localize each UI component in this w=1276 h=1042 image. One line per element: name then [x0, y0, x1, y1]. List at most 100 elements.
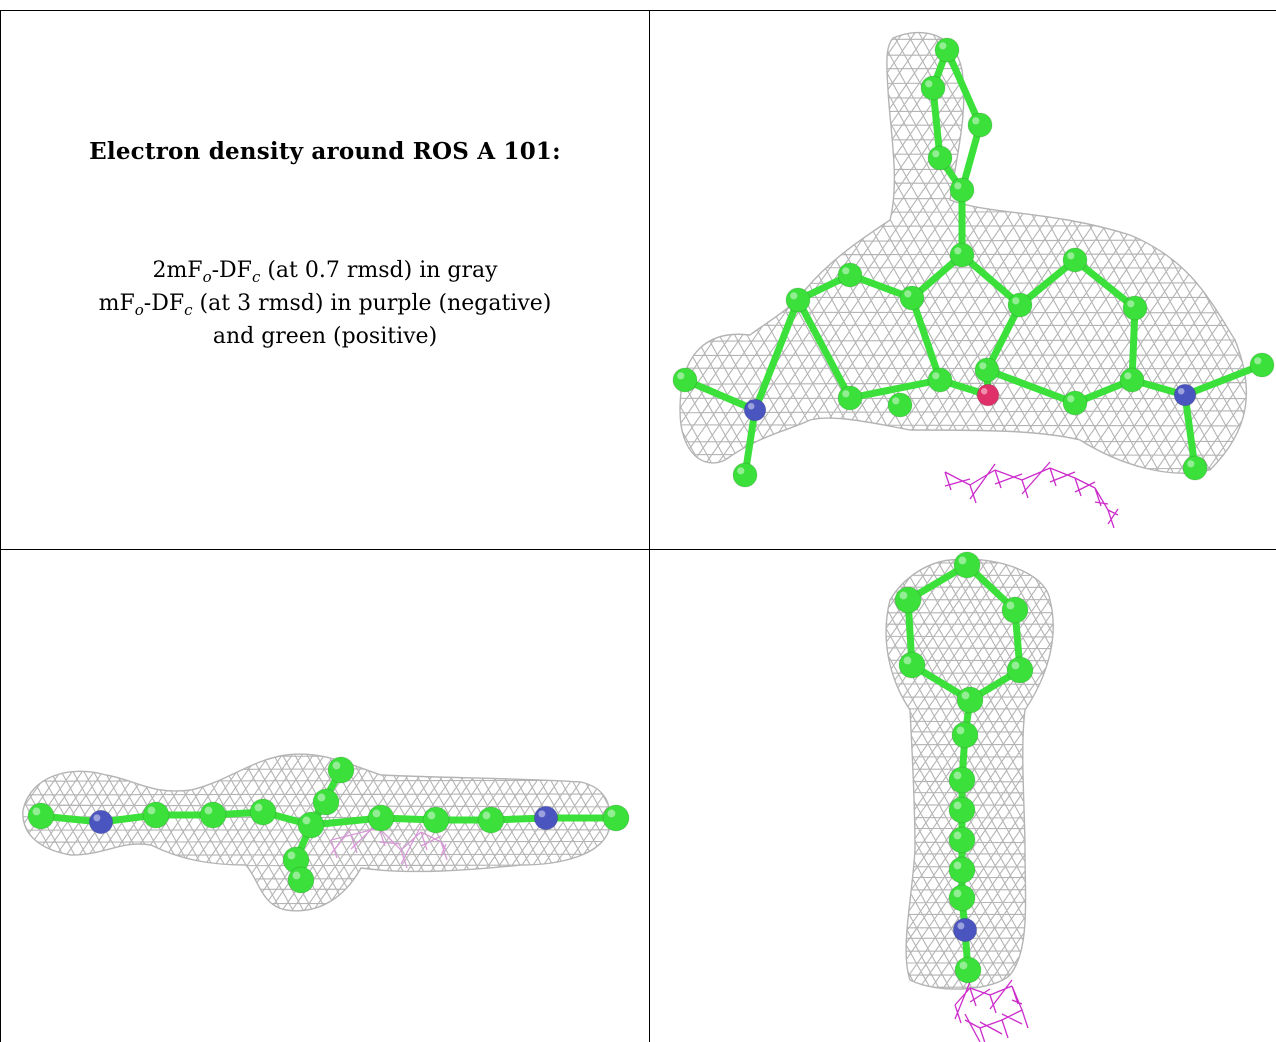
atom-highlight	[953, 889, 962, 898]
carbon-atom	[927, 367, 953, 393]
atom-highlight	[737, 467, 745, 475]
nitrogen-atom	[1173, 383, 1197, 407]
carbon-atom	[934, 37, 960, 63]
bond	[846, 376, 944, 402]
gray-density-mesh	[22, 754, 611, 911]
negative-density-mesh-faint	[330, 821, 448, 869]
atom-highlight	[427, 811, 436, 820]
bond	[983, 366, 1079, 407]
negative-density-mesh	[954, 979, 1029, 1042]
carbon-atom	[949, 242, 975, 268]
legend-line-2fo-fc: 2mFo-DFc (at 0.7 rmsd) in gray	[152, 258, 498, 286]
carbon-atom	[948, 766, 976, 794]
atom-highlight	[302, 816, 311, 825]
carbon-atom	[1119, 367, 1145, 393]
gray-density-mesh-outline	[22, 753, 611, 912]
carbon-atom	[1062, 390, 1088, 416]
atom-highlight	[1124, 372, 1132, 380]
carbon-atom	[920, 75, 946, 101]
view-front	[650, 10, 1276, 549]
atom-highlight	[1127, 300, 1135, 308]
gray-density-mesh-outline	[679, 31, 1248, 474]
atom-highlight	[956, 726, 965, 735]
grid-line-left	[0, 10, 1, 1042]
carbon-atom	[142, 801, 170, 829]
atom-highlight	[254, 803, 263, 812]
ligand-front-view	[672, 31, 1275, 529]
carbon-atom	[477, 806, 505, 834]
nitrogen-atom	[533, 805, 559, 831]
carbon-atom	[422, 806, 450, 834]
atom-highlight	[904, 290, 912, 298]
carbon-atom	[287, 866, 315, 894]
carbon-atom	[602, 804, 630, 832]
atom-highlight	[317, 793, 326, 802]
carbon-atom	[312, 788, 340, 816]
carbon-atom	[837, 385, 863, 411]
gray-density-mesh-outline	[885, 558, 1054, 990]
oxygen-atom	[976, 383, 1000, 407]
bond	[681, 376, 759, 414]
carbon-atom	[837, 262, 863, 288]
view-side	[1, 550, 649, 1042]
atom-highlight	[292, 871, 301, 880]
carbon-atom	[199, 801, 227, 829]
atom-highlight	[747, 402, 755, 410]
legend-line-colors: and green (positive)	[212, 324, 438, 349]
carbon-atom	[1062, 247, 1088, 273]
atom-highlight	[953, 771, 962, 780]
atom-highlight	[953, 861, 962, 870]
carbon-atom	[672, 367, 698, 393]
carbon-atom	[327, 756, 355, 784]
nitrogen-atom	[88, 809, 114, 835]
carbon-atom	[894, 586, 922, 614]
atom-highlight	[147, 806, 156, 815]
ligand-side-view	[22, 753, 630, 912]
atom-highlight	[93, 814, 101, 822]
gray-density-mesh	[886, 559, 1054, 990]
atom-highlight	[972, 117, 980, 125]
atom-highlight	[1067, 252, 1075, 260]
bond	[751, 296, 802, 414]
bond	[908, 294, 944, 384]
grid-line-center	[649, 10, 650, 1042]
carbon-atom	[948, 856, 976, 884]
carbon-atom	[974, 357, 1000, 383]
carbon-atom	[297, 811, 325, 839]
bond	[1181, 391, 1199, 472]
negative-density-mesh	[944, 461, 1119, 529]
atom-highlight	[958, 556, 967, 565]
atom-highlight	[954, 247, 962, 255]
ligand-end-view	[885, 551, 1054, 1042]
bond	[794, 296, 854, 402]
atom-highlight	[953, 831, 962, 840]
carbon-atom	[899, 285, 925, 311]
carbon-atom	[1001, 596, 1029, 624]
carbon-atom	[785, 287, 811, 313]
atom-highlight	[204, 806, 213, 815]
map-legend: 2mFo-DFc (at 0.7 rmsd) in gray mFo-DFc (…	[0, 254, 650, 353]
carbon-atom	[1006, 656, 1034, 684]
carbon-atom	[887, 392, 913, 418]
carbon-atom	[1007, 292, 1033, 318]
nitrogen-atom	[743, 398, 767, 422]
bond	[958, 251, 1024, 309]
atom-highlight	[961, 691, 970, 700]
carbon-atom	[1122, 295, 1148, 321]
atom-highlight	[332, 761, 341, 770]
view-end	[650, 550, 1276, 1042]
bond	[1071, 256, 1139, 312]
atom-highlight	[677, 372, 685, 380]
atom-highlight	[959, 961, 968, 970]
atom-highlight	[1254, 357, 1262, 365]
carbon-atom	[927, 145, 953, 171]
bond	[1128, 304, 1139, 384]
figure-title: Electron density around ROS A 101:	[89, 138, 561, 165]
carbon-atom	[967, 112, 993, 138]
atom-highlight	[979, 362, 987, 370]
carbon-atom	[249, 798, 277, 826]
atom-highlight	[538, 810, 546, 818]
legend-line-fo-fc: mFo-DFc (at 3 rmsd) in purple (negative)	[98, 291, 552, 319]
carbon-atom	[367, 804, 395, 832]
